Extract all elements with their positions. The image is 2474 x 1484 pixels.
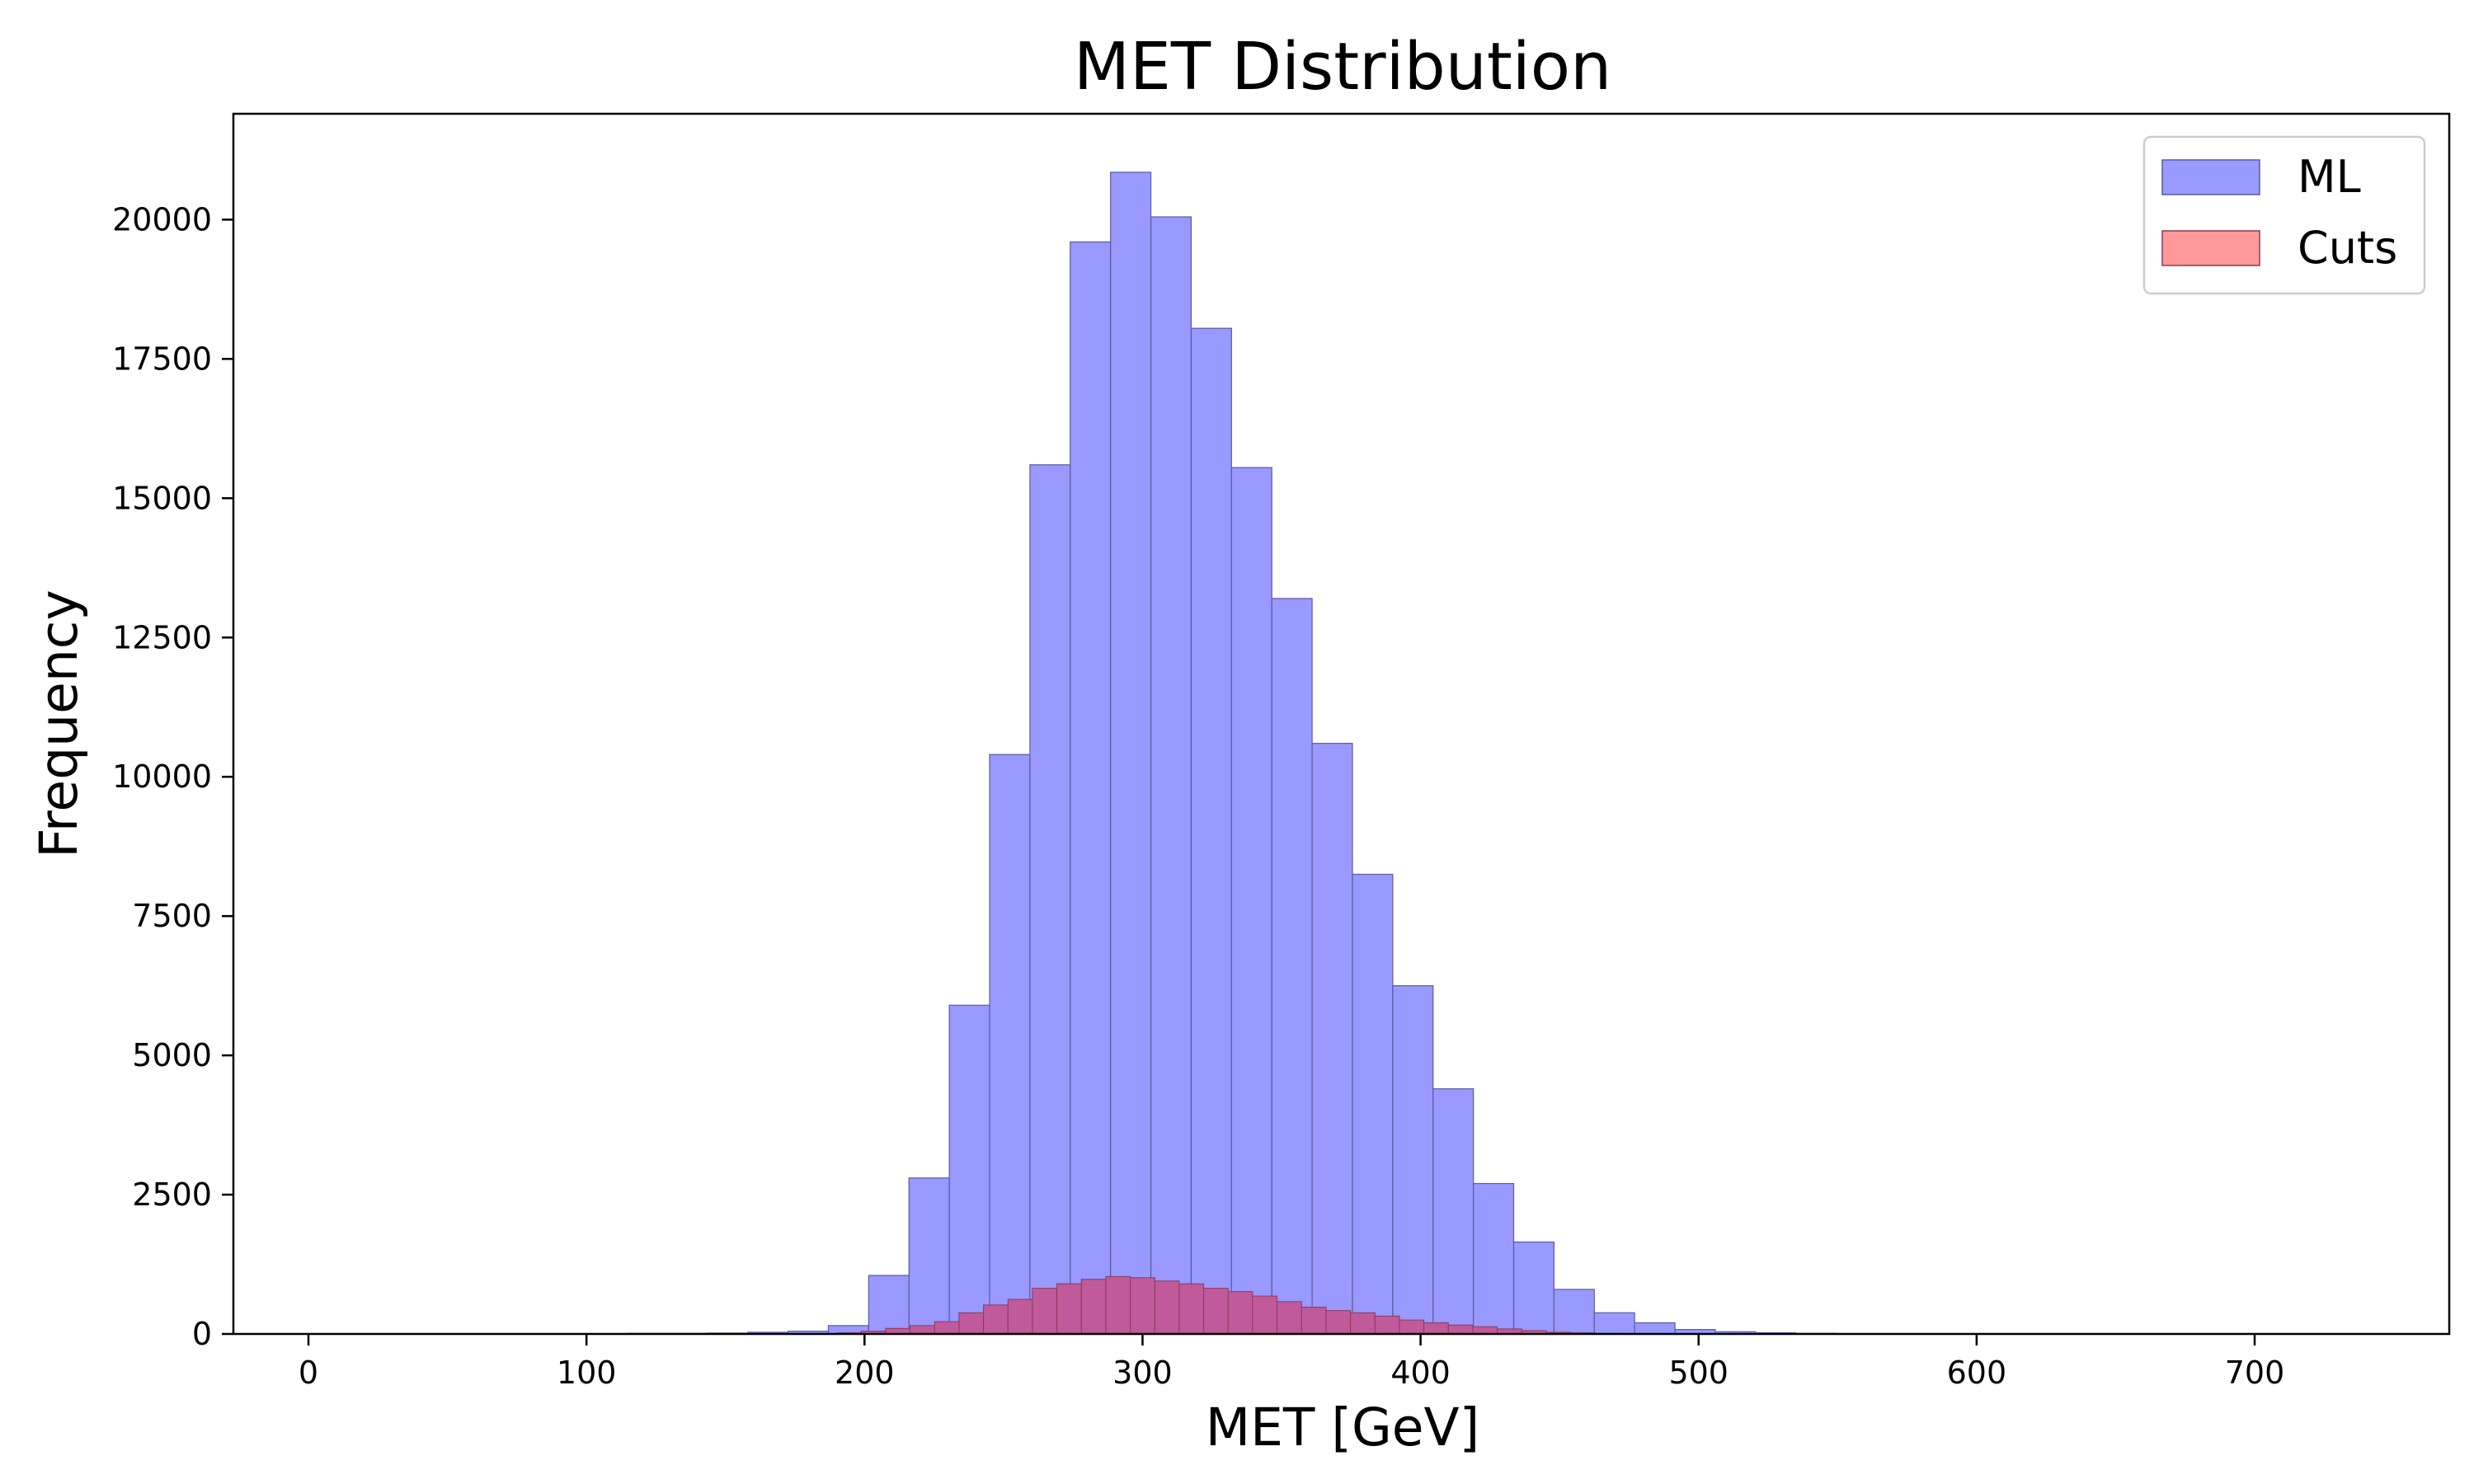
y-tick-label: 15000 <box>112 480 212 516</box>
x-tick-label: 100 <box>557 1355 617 1391</box>
x-axis-label: MET [GeV] <box>1206 1397 1480 1458</box>
bar-ml <box>1593 1312 1635 1335</box>
chart-title: MET Distribution <box>1074 29 1611 105</box>
series-ml-bars <box>586 171 1878 1335</box>
bar-ml <box>1271 598 1313 1335</box>
legend-swatch-cuts <box>2161 230 2260 266</box>
bar-cuts <box>1277 1301 1302 1335</box>
bar-cuts <box>1105 1275 1131 1335</box>
bar-ml <box>908 1177 950 1335</box>
bar-cuts <box>1056 1283 1082 1335</box>
bar-cuts <box>1300 1307 1327 1335</box>
bar-ml <box>1352 873 1394 1335</box>
bar-cuts <box>1154 1280 1180 1335</box>
bar-ml <box>948 1004 990 1335</box>
bar-ml <box>1150 216 1192 1335</box>
x-tick-label: 200 <box>835 1355 895 1391</box>
bar-ml <box>1392 985 1434 1335</box>
bar-ml <box>989 754 1031 1335</box>
y-tick-label: 0 <box>192 1316 212 1352</box>
bar-cuts <box>1178 1283 1205 1335</box>
bar-ml <box>1473 1182 1515 1335</box>
bar-cuts <box>1203 1288 1229 1335</box>
bar-ml <box>1029 464 1071 1335</box>
y-tick-label: 12500 <box>112 619 212 655</box>
bar-cuts <box>1472 1326 1498 1335</box>
x-axis-ticks: 0 100 200 300 400 500 600 700 <box>299 1334 2284 1391</box>
bar-cuts <box>1325 1310 1352 1335</box>
bar-cuts <box>934 1321 960 1335</box>
x-tick-label: 300 <box>1112 1355 1173 1391</box>
y-tick-label: 5000 <box>132 1037 212 1073</box>
bar-cuts <box>1399 1319 1425 1335</box>
bar-cuts <box>1423 1322 1449 1335</box>
y-tick-label: 17500 <box>112 340 212 377</box>
series-cuts-bars <box>836 1275 1645 1335</box>
bar-ml <box>868 1275 910 1335</box>
bar-ml <box>1634 1322 1676 1335</box>
x-tick-label: 500 <box>1668 1355 1729 1391</box>
x-tick-label: 600 <box>1947 1355 2007 1391</box>
y-tick-label: 10000 <box>112 758 212 795</box>
bar-ml <box>1512 1241 1555 1335</box>
bar-cuts <box>1252 1295 1278 1335</box>
y-tick-label: 7500 <box>132 898 212 934</box>
x-tick-label: 400 <box>1390 1355 1451 1391</box>
bar-cuts <box>1227 1291 1253 1335</box>
bar-cuts <box>1447 1324 1474 1335</box>
legend-swatch-ml <box>2161 159 2260 195</box>
bar-cuts <box>1032 1288 1058 1335</box>
legend-label-ml: ML <box>2298 151 2361 203</box>
bar-ml <box>1110 171 1152 1335</box>
bar-ml <box>1311 743 1353 1335</box>
legend: ML Cuts <box>2142 135 2426 295</box>
legend-label-cuts: Cuts <box>2298 222 2397 274</box>
y-axis-label: Frequency <box>29 589 89 857</box>
bar-ml <box>1230 467 1272 1335</box>
plot-frame <box>232 112 2451 1336</box>
bar-cuts <box>1007 1298 1033 1335</box>
bar-cuts <box>1080 1279 1107 1335</box>
y-tick-label: 20000 <box>112 201 212 237</box>
bar-cuts <box>910 1325 935 1335</box>
bar-ml <box>1070 241 1112 1335</box>
bar-cuts <box>1350 1312 1376 1335</box>
bar-ml <box>1553 1289 1595 1335</box>
bar-cuts <box>958 1312 985 1335</box>
y-axis-ticks: 0 2500 5000 7500 10000 12500 15000 17500 20000 <box>112 201 233 1352</box>
y-tick-label: 2500 <box>132 1176 212 1213</box>
x-tick-label: 0 <box>299 1355 318 1391</box>
bar-cuts <box>1130 1277 1155 1335</box>
bar-cuts <box>1374 1315 1400 1335</box>
x-tick-label: 700 <box>2225 1355 2285 1391</box>
bar-cuts <box>983 1304 1009 1335</box>
bar-ml <box>1190 327 1232 1335</box>
bar-ml <box>1432 1088 1475 1335</box>
